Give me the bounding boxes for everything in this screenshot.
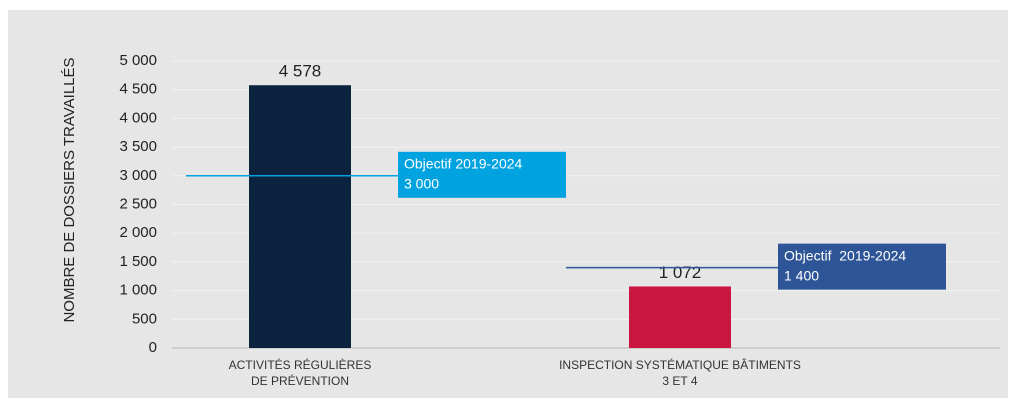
- y-axis-label: NOMBRE DE DOSSIERS TRAVAILLÉS: [61, 57, 78, 322]
- y-tick-label: 5 000: [119, 52, 157, 69]
- x-tick-label: INSPECTION SYSTÉMATIQUE BÂTIMENTS: [559, 357, 801, 372]
- x-tick-label: ACTIVITÉS RÉGULIÈRES: [229, 357, 372, 372]
- target-box: [398, 151, 566, 198]
- y-tick-label: 1 000: [119, 282, 157, 299]
- y-tick-label: 4 500: [119, 81, 157, 98]
- y-tick-label: 4 000: [119, 109, 157, 126]
- target-label: Objectif 2019-2024: [784, 247, 906, 263]
- x-tick-label: DE PRÉVENTION: [251, 373, 349, 388]
- y-tick-label: 500: [132, 310, 157, 327]
- bar: [629, 286, 731, 348]
- target-label: Objectif 2019-2024: [404, 156, 523, 172]
- bar: [249, 85, 351, 348]
- y-tick-label: 2 000: [119, 224, 157, 241]
- y-tick-label: 2 500: [119, 195, 157, 212]
- y-tick-label: 3 000: [119, 167, 157, 184]
- target-value: 1 400: [784, 267, 819, 283]
- value-label: 1 072: [659, 263, 702, 282]
- value-label: 4 578: [279, 62, 322, 81]
- target-value: 3 000: [404, 176, 439, 192]
- x-tick-label: 3 ET 4: [662, 374, 697, 388]
- y-tick-label: 1 500: [119, 253, 157, 270]
- y-tick-label: 3 500: [119, 138, 157, 155]
- y-tick-label: 0: [149, 339, 157, 356]
- target-box: [778, 243, 946, 290]
